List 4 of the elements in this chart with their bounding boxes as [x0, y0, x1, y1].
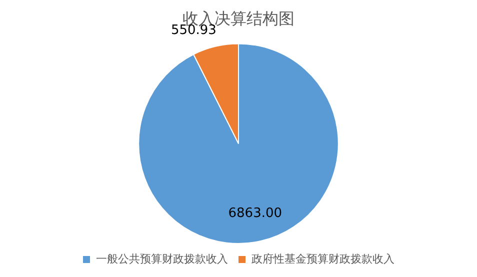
legend-label: 政府性基金预算财政拨款收入	[252, 252, 394, 266]
legend-label: 一般公共预算财政拨款收入	[96, 252, 228, 266]
data-label: 550.93	[170, 23, 216, 38]
data-label: 6863.00	[228, 206, 282, 221]
